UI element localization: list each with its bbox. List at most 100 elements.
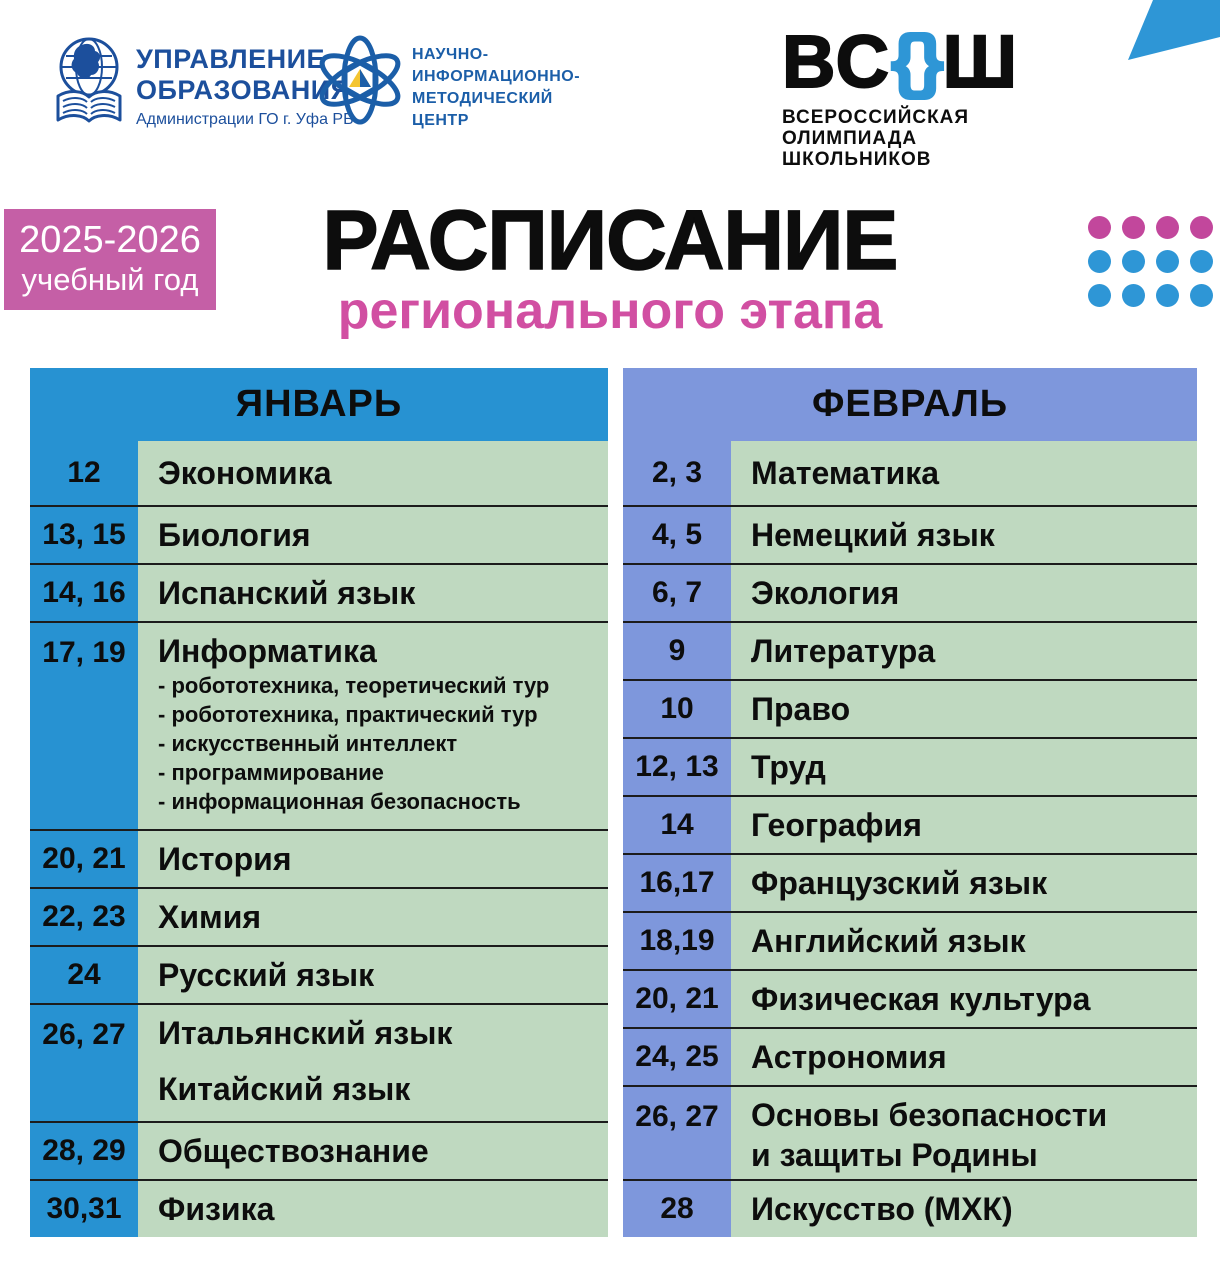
subject-name: Русский язык xyxy=(158,957,375,993)
dot-icon xyxy=(1156,250,1179,273)
date-cell: 12 xyxy=(30,441,138,505)
date-cell: 12, 13 xyxy=(623,739,731,795)
year-badge-caption: учебный год xyxy=(21,262,199,297)
brace-close-glyph: } xyxy=(915,21,945,99)
subject-name: Математика xyxy=(751,455,940,491)
february-rows: 2, 3 Математика 4, 5 Немецкий язык 6, 7 Эколо… xyxy=(623,441,1197,1237)
subject-cell: Основы безопасности и защиты Родины xyxy=(731,1087,1197,1179)
subject-name: Экология xyxy=(751,575,900,611)
subject-subitem: - информационная безопасность xyxy=(158,789,521,814)
subject-name: Английский язык xyxy=(751,923,1026,959)
subject-name: Основы безопасности xyxy=(751,1097,1108,1133)
subject-name: Химия xyxy=(158,899,262,935)
subject-cell: История xyxy=(138,831,608,887)
dot-icon xyxy=(1088,216,1111,239)
subject-name: Обществознание xyxy=(158,1133,429,1169)
table-row: 14 География xyxy=(623,795,1197,853)
subject-name: Литература xyxy=(751,633,936,669)
nimc-text-line: ИНФОРМАЦИОННО- xyxy=(412,68,581,85)
subject-subitem: - искусственный интеллект xyxy=(158,731,458,756)
table-row: 18,19 Английский язык xyxy=(623,911,1197,969)
subject-cell: География xyxy=(731,797,1197,853)
subject-name: Труд xyxy=(751,749,826,785)
dot-icon xyxy=(1190,216,1213,239)
subject-cell: Астрономия xyxy=(731,1029,1197,1085)
subject-name: Немецкий язык xyxy=(751,517,995,553)
dots-grid xyxy=(1088,216,1213,307)
subject-cell: Математика xyxy=(731,441,1197,505)
date-cell: 2, 3 xyxy=(623,441,731,505)
subject-cell: Французский язык xyxy=(731,855,1197,911)
table-row: 28 Искусство (МХК) xyxy=(623,1179,1197,1237)
subject-cell: Биология xyxy=(138,507,608,563)
table-row: 22, 23 Химия xyxy=(30,887,608,945)
uo-logo: УПРАВЛЕНИЕ ОБРАЗОВАНИЯ Администрации ГО … xyxy=(52,34,354,130)
subject-cell: Физическая культура xyxy=(731,971,1197,1027)
table-row: 6, 7 Экология xyxy=(623,563,1197,621)
dot-icon xyxy=(1190,250,1213,273)
uo-subtitle: Администрации ГО г. Уфа РБ xyxy=(136,111,354,128)
subject-name: Испанский язык xyxy=(158,575,416,611)
subject-cell: Экология xyxy=(731,565,1197,621)
page-subtitle: регионального этапа xyxy=(337,282,883,340)
year-badge-years: 2025-2026 xyxy=(19,219,201,261)
subject-name: Французский язык xyxy=(751,865,1048,901)
date-cell: 4, 5 xyxy=(623,507,731,563)
table-row: 20, 21 История xyxy=(30,829,608,887)
table-row: 2, 3 Математика xyxy=(623,441,1197,505)
subject-cell: Химия xyxy=(138,889,608,945)
atom-icon xyxy=(319,35,401,125)
date-cell: 26, 27 xyxy=(623,1087,731,1179)
subject-name: Биология xyxy=(158,517,311,553)
table-row: 26, 27 Основы безопасности и защиты Родины xyxy=(623,1085,1197,1179)
date-cell: 16,17 xyxy=(623,855,731,911)
vsosh-sub-line: ШКОЛЬНИКОВ xyxy=(782,149,932,170)
date-cell: 13, 15 xyxy=(30,507,138,563)
subject-name: Информатика xyxy=(158,633,377,669)
date-cell: 17, 19 xyxy=(30,623,138,829)
table-row: 13, 15 Биология xyxy=(30,505,608,563)
subject-subitem: - робототехника, теоретический тур xyxy=(158,673,550,698)
date-cell: 22, 23 xyxy=(30,889,138,945)
subject-cell: Испанский язык xyxy=(138,565,608,621)
january-table: ЯНВАРЬ 12 Экономика 13, 15 Биология 14, 16 Ис… xyxy=(30,368,608,1237)
subject-name: Искусство (МХК) xyxy=(751,1191,1013,1227)
subject-cell: Экономика xyxy=(138,441,608,505)
nimc-logo: НАУЧНО- ИНФОРМАЦИОННО- МЕТОДИЧЕСКИЙ ЦЕНТ… xyxy=(314,28,580,132)
subject-name: История xyxy=(158,841,292,877)
date-cell: 10 xyxy=(623,681,731,737)
date-cell: 28 xyxy=(623,1181,731,1237)
date-cell: 26, 27 xyxy=(30,1005,138,1121)
table-row: 14, 16 Испанский язык xyxy=(30,563,608,621)
year-badge: 2025-2026 учебный год xyxy=(4,209,216,310)
subject-subitem: - программирование xyxy=(158,760,384,785)
date-cell: 20, 21 xyxy=(623,971,731,1027)
subject-name: География xyxy=(751,807,922,843)
table-row: 24 Русский язык xyxy=(30,945,608,1003)
subject-name: Итальянский язык xyxy=(158,1015,453,1051)
uo-title-line1: УПРАВЛЕНИЕ xyxy=(136,44,326,74)
dot-icon xyxy=(1190,284,1213,307)
subject-cell: Право xyxy=(731,681,1197,737)
subject-name: Китайский язык xyxy=(158,1071,411,1107)
globe-book-icon xyxy=(56,37,122,123)
subject-cell: Физика xyxy=(138,1181,608,1237)
table-row: 16,17 Французский язык xyxy=(623,853,1197,911)
dot-icon xyxy=(1122,250,1145,273)
vsosh-logo: ВС{}Ш ВСЕРОССИЙСКАЯ ОЛИМПИАДА ШКОЛЬНИКОВ xyxy=(781,23,1020,171)
subject-cell: Обществознание xyxy=(138,1123,608,1179)
subject-cell: Русский язык xyxy=(138,947,608,1003)
dot-icon xyxy=(1088,284,1111,307)
dot-icon xyxy=(1088,250,1111,273)
date-cell: 9 xyxy=(623,623,731,679)
date-cell: 24, 25 xyxy=(623,1029,731,1085)
subject-cell: Итальянский язык Китайский язык xyxy=(138,1005,608,1121)
vsosh-sub-line: ОЛИМПИАДА xyxy=(782,128,918,149)
subject-name: Физическая культура xyxy=(751,981,1091,1017)
nimc-text-line: МЕТОДИЧЕСКИЙ xyxy=(412,90,553,107)
table-row: 17, 19 Информатика - робототехника, теорет… xyxy=(30,621,608,829)
table-row: 10 Право xyxy=(623,679,1197,737)
subject-name: Экономика xyxy=(158,455,332,491)
month-header-january: ЯНВАРЬ xyxy=(30,368,608,441)
subject-name: Право xyxy=(751,691,851,727)
